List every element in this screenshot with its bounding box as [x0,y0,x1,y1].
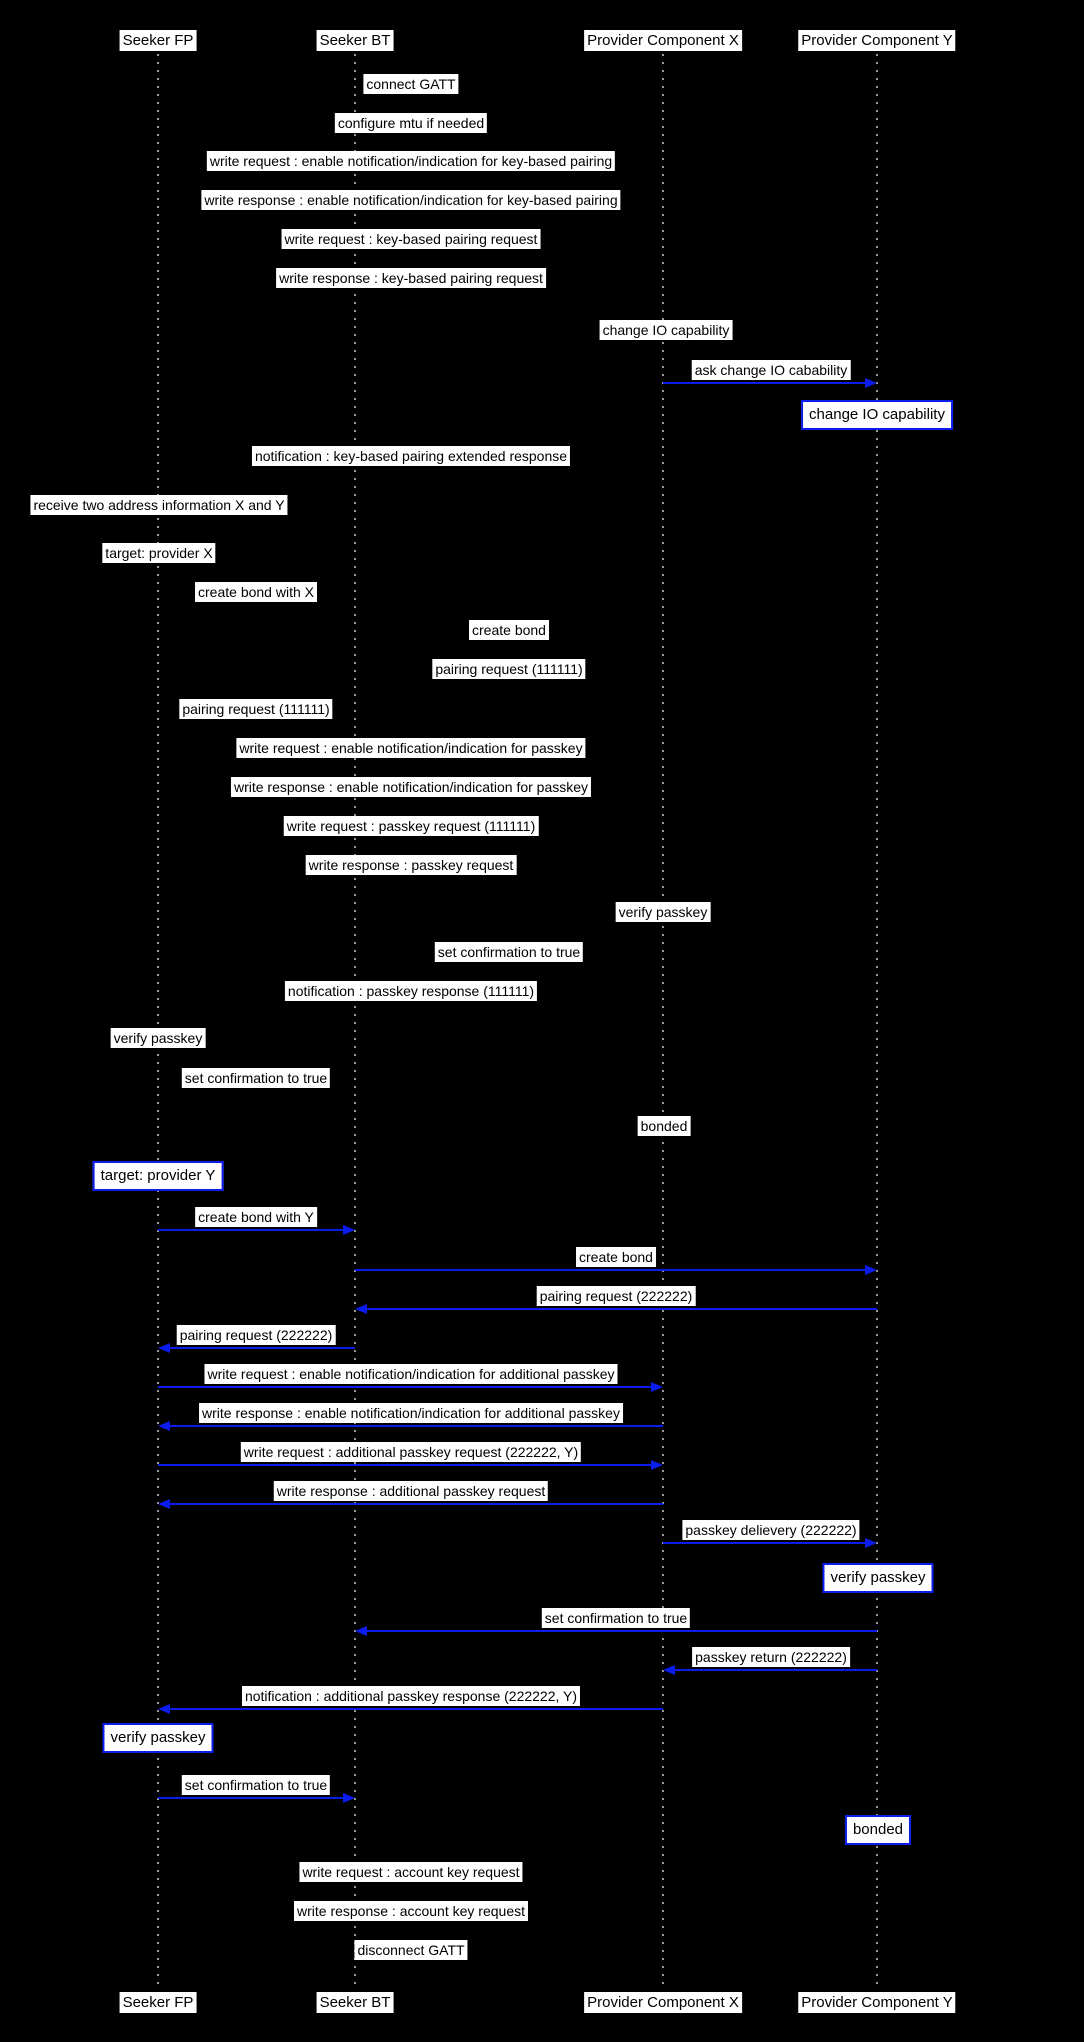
message-label: set confirmation to true [181,1775,331,1795]
message-label: disconnect GATT [354,1940,468,1960]
actor-label-bottom-seeker-fp: Seeker FP [119,1992,197,2013]
message-arrow-line [168,1347,355,1349]
actor-label-top-provider-component-y: Provider Component Y [798,30,956,51]
message-label: passkey return (222222) [692,1647,850,1667]
message-label: write request : account key request [299,1862,523,1882]
actor-label-bottom-provider-component-x: Provider Component X [584,1992,742,2013]
lifeline-provider-component-y [876,54,878,1988]
arrowhead-right-icon [651,1460,663,1470]
arrowhead-right-icon [865,378,877,388]
lifeline-provider-component-x [662,54,664,1988]
message-label: write request : additional passkey reque… [240,1442,582,1462]
message-arrow-line [663,382,867,384]
note-box: target: provider Y [92,1161,224,1191]
message-label: change IO capability [599,320,733,340]
message-label: passkey delievery (222222) [682,1520,860,1540]
arrowhead-left-icon [355,1304,367,1314]
message-arrow-line [663,1542,867,1544]
note-box: change IO capability [801,400,953,430]
arrowhead-right-icon [343,1793,355,1803]
actor-label-bottom-seeker-bt: Seeker BT [316,1992,394,2013]
arrowhead-left-icon [158,1343,170,1353]
message-arrow-line [158,1797,345,1799]
message-label: write response : account key request [293,1901,529,1921]
arrowhead-right-icon [865,1265,877,1275]
message-arrow-line [355,1269,867,1271]
note-box: bonded [844,1815,912,1845]
message-label: write request : enable notification/indi… [236,738,586,758]
arrowhead-left-icon [158,1704,170,1714]
message-label: bonded [637,1116,691,1136]
note-box: verify passkey [102,1723,214,1753]
message-label: target: provider X [102,543,216,563]
message-label: write request : passkey request (111111) [283,816,539,836]
message-label: write response : enable notification/ind… [201,190,621,210]
message-label: create bond with Y [195,1207,317,1227]
message-label: pairing request (222222) [536,1286,696,1306]
arrowhead-left-icon [355,1626,367,1636]
message-arrow-line [168,1425,663,1427]
message-arrow-line [168,1708,663,1710]
message-label: write response : enable notification/ind… [199,1403,623,1423]
message-label: receive two address information X and Y [30,495,288,515]
message-label: create bond [576,1247,656,1267]
message-label: write request : enable notification/indi… [204,1364,618,1384]
message-label: pairing request (111111) [179,699,333,719]
message-arrow-line [158,1386,653,1388]
message-label: set confirmation to true [541,1608,691,1628]
message-label: pairing request (222222) [176,1325,336,1345]
message-arrow-line [158,1464,653,1466]
message-arrow-line [168,1503,663,1505]
message-label: write request : enable notification/indi… [206,151,616,171]
arrowhead-left-icon [663,1665,675,1675]
lifeline-seeker-bt [354,54,356,1988]
message-arrow-line [673,1669,877,1671]
actor-label-top-provider-component-x: Provider Component X [584,30,742,51]
message-arrow-line [365,1308,877,1310]
message-label: write response : additional passkey requ… [273,1481,549,1501]
message-label: ask change IO cabability [691,360,851,380]
message-label: set confirmation to true [434,942,584,962]
note-box: verify passkey [822,1563,934,1593]
message-arrow-line [365,1630,877,1632]
message-label: write response : passkey request [305,855,517,875]
message-label: verify passkey [110,1028,206,1048]
message-label: connect GATT [363,74,459,94]
message-label: write request : key-based pairing reques… [281,229,541,249]
message-label: notification : key-based pairing extende… [251,446,571,466]
actor-label-top-seeker-fp: Seeker FP [119,30,197,51]
arrowhead-right-icon [343,1225,355,1235]
arrowhead-left-icon [158,1421,170,1431]
arrowhead-right-icon [865,1538,877,1548]
message-label: verify passkey [615,902,711,922]
actor-label-bottom-provider-component-y: Provider Component Y [798,1992,956,2013]
message-label: set confirmation to true [181,1068,331,1088]
lifeline-seeker-fp [157,54,159,1988]
message-label: notification : additional passkey respon… [241,1686,581,1706]
message-label: create bond with X [195,582,317,602]
message-arrow-line [158,1229,345,1231]
message-label: notification : passkey response (111111) [284,981,538,1001]
message-label: configure mtu if needed [334,113,488,133]
arrowhead-left-icon [158,1499,170,1509]
message-label: write response : key-based pairing reque… [276,268,546,288]
message-label: write response : enable notification/ind… [230,777,592,797]
arrowhead-right-icon [651,1382,663,1392]
actor-label-top-seeker-bt: Seeker BT [316,30,394,51]
message-label: create bond [469,620,549,640]
message-label: pairing request (111111) [432,659,586,679]
